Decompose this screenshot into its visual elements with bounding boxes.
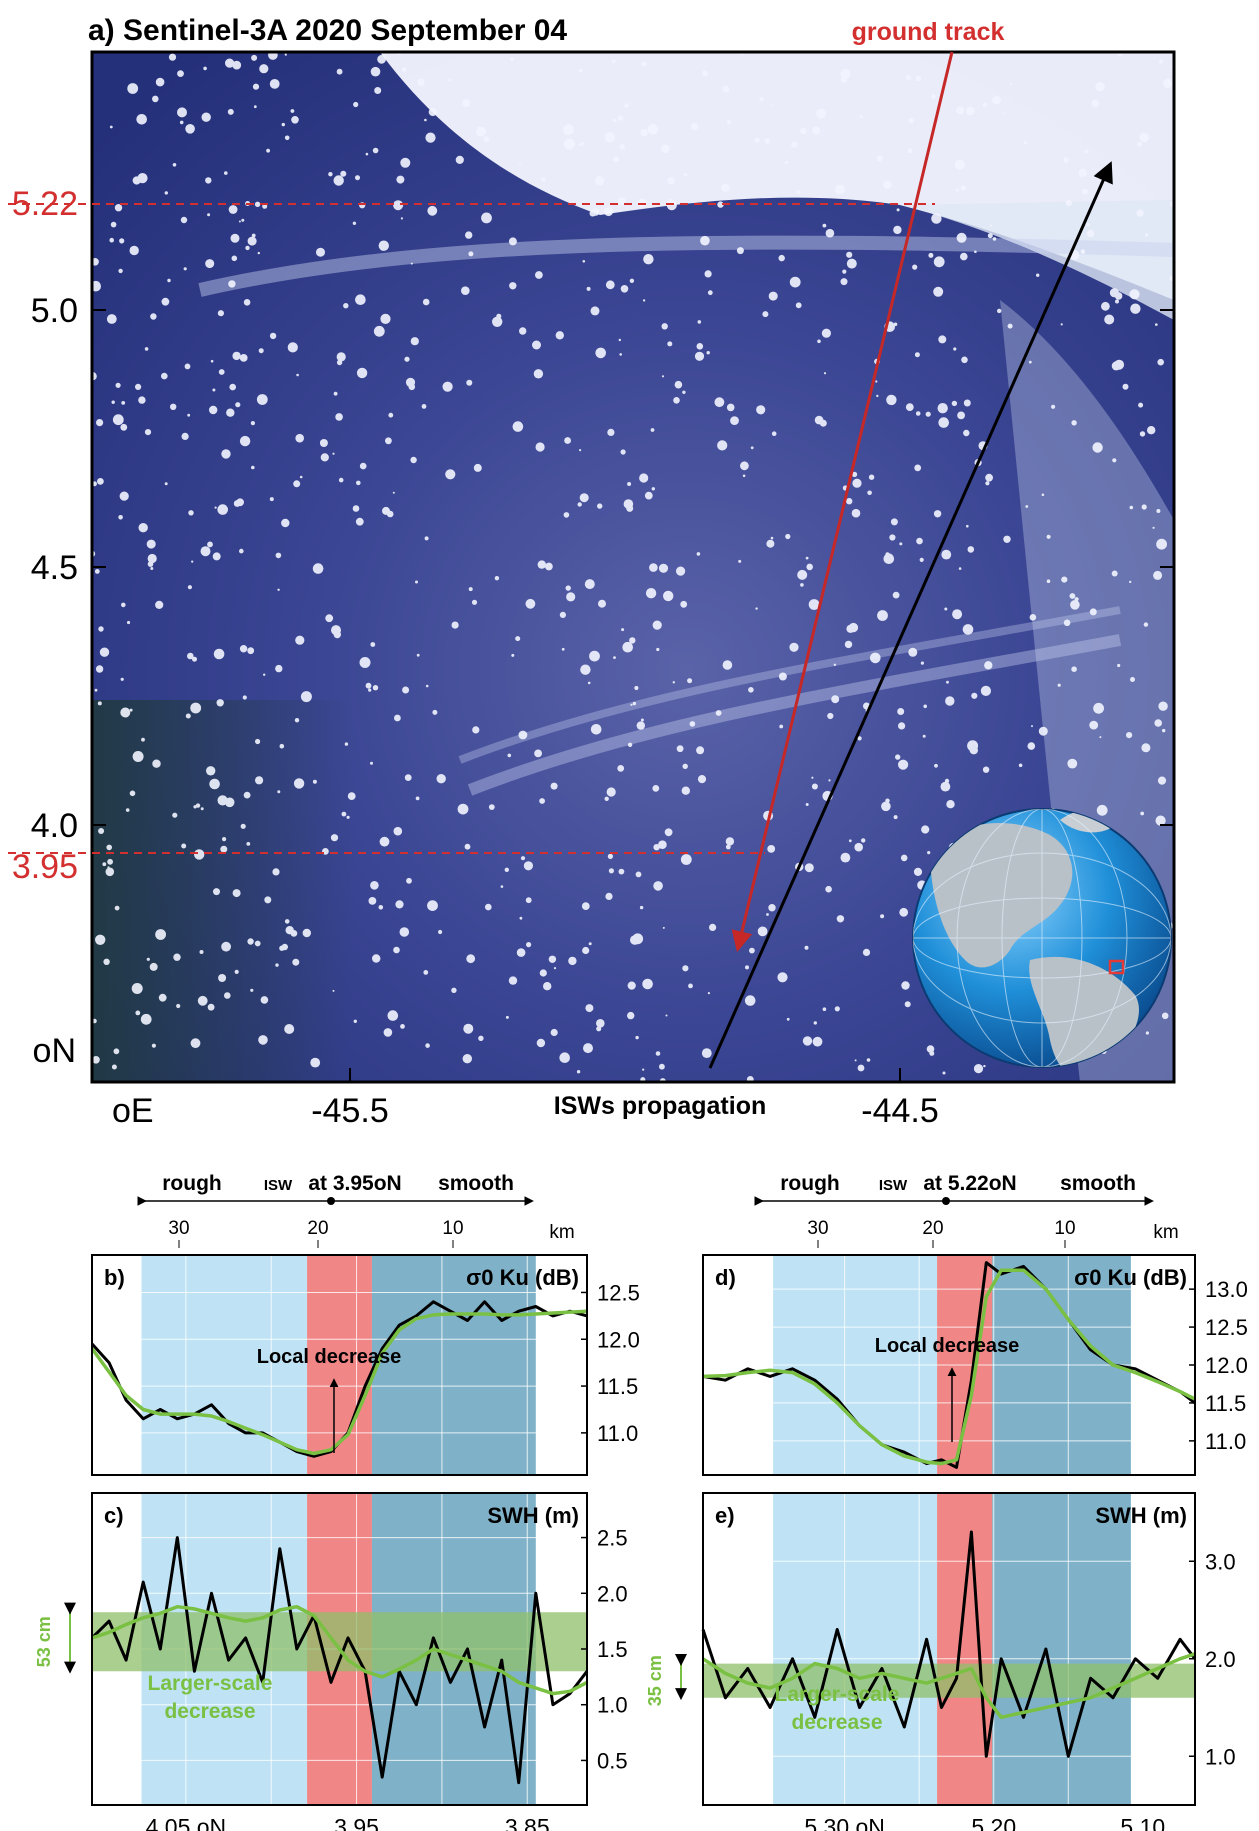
x-tick-label: 5.10 <box>1120 1814 1165 1831</box>
annotation-local-decrease: Local decrease <box>875 1335 1020 1357</box>
ground-track-arrow <box>731 51 954 953</box>
smooth-label: smooth <box>438 1172 514 1195</box>
y-tick-label: 3.0 <box>1205 1549 1236 1574</box>
y-tick-label: 2.5 <box>597 1526 628 1551</box>
x-tick-label: 3.85 <box>505 1814 550 1831</box>
lat-tick-5-0: 5.0 <box>31 292 78 330</box>
panel-title: σ0 Ku (dB) <box>466 1265 579 1290</box>
panel-a-title: a) Sentinel-3A 2020 September 04 <box>88 14 567 47</box>
panel-d-chart: 13.0 12.5 12.0 11.5 11.0 d) σ0 Ku (dB) Local de… <box>702 1254 1248 1476</box>
region-smooth <box>371 1255 536 1475</box>
y-tick-label: 11.0 <box>597 1421 638 1446</box>
region-rough <box>141 1255 308 1475</box>
series-smoothed-line <box>90 1309 588 1456</box>
km-tick-20: 20 <box>307 1218 328 1239</box>
region-rough <box>773 1493 938 1805</box>
y-tick-label: 2.0 <box>1205 1647 1236 1672</box>
km-tick-30: 30 <box>168 1218 189 1239</box>
y-tick-label: 11.5 <box>1205 1391 1246 1416</box>
rough-label: rough <box>162 1172 221 1195</box>
x-tick-label: 3.95 <box>334 1814 379 1831</box>
y-tick-label: 11.0 <box>1205 1429 1246 1454</box>
lon-unit: oE <box>112 1092 154 1130</box>
panel-frame <box>91 1254 588 1476</box>
annotation-larger-scale-decrease: decrease <box>791 1711 882 1734</box>
isw-at-label: at 3.95oN <box>308 1172 401 1195</box>
panel-label: d) <box>715 1265 736 1290</box>
band-size-label: 35 cm <box>645 1655 665 1706</box>
km-unit: km <box>1153 1222 1178 1243</box>
panel-e-chart: 3.0 2.0 1.0 e) SWH (m) Larger-scale decrease 35… <box>645 1492 1236 1831</box>
lat-tick-4-5: 4.5 <box>31 549 78 587</box>
y-tick-label: 12.0 <box>597 1327 640 1352</box>
panel-label: b) <box>104 1265 125 1290</box>
region-isw <box>937 1493 993 1805</box>
panel-label: e) <box>715 1503 735 1528</box>
y-tick-label: 12.5 <box>597 1280 640 1305</box>
lat-unit: oN <box>33 1032 76 1070</box>
header-left: rough ISW at 3.95oN smooth 30 20 10 km <box>137 1172 575 1248</box>
isw-propagation-label: ISWs propagation <box>554 1092 767 1120</box>
lat-axis: 5.22 5.0 4.5 4.0 3.95 oN <box>12 185 1174 1070</box>
region-smooth <box>992 1493 1131 1805</box>
series-smoothed-line <box>91 1604 588 1696</box>
panel-frame <box>702 1492 1196 1806</box>
panel-title: σ0 Ku (dB) <box>1074 1265 1187 1290</box>
lat-tick-5-22: 5.22 <box>12 185 78 223</box>
series-raw-line <box>90 1536 589 1785</box>
km-tick-10: 10 <box>442 1218 463 1239</box>
rough-label: rough <box>780 1172 839 1195</box>
isw-label: ISW <box>879 1177 908 1194</box>
lat-tick-4-0: 4.0 <box>31 807 78 845</box>
km-tick-30: 30 <box>807 1218 828 1239</box>
ground-track-label: ground track <box>852 18 1005 46</box>
y-tick-label: 12.0 <box>1205 1353 1248 1378</box>
header-right: rough ISW at 5.22oN smooth 30 20 10 km <box>754 1172 1179 1248</box>
series-smoothed-line <box>702 1652 1196 1720</box>
satellite-image <box>92 52 1174 1082</box>
km-tick-10: 10 <box>1054 1218 1075 1239</box>
isw-propagation-arrow <box>708 161 1113 1069</box>
x-tick-label: 5.30 oN <box>804 1814 885 1831</box>
y-tick-label: 0.5 <box>597 1748 628 1773</box>
isw-at-label: at 5.22oN <box>923 1172 1016 1195</box>
lon-tick-45-5: -45.5 <box>311 1092 389 1130</box>
km-unit: km <box>549 1222 574 1243</box>
globe-americas-icon <box>912 808 1172 1068</box>
y-tick-label: 2.0 <box>597 1581 628 1606</box>
km-tick-20: 20 <box>922 1218 943 1239</box>
lon-tick-44-5: -44.5 <box>861 1092 939 1130</box>
y-tick-label: 13.0 <box>1205 1277 1248 1302</box>
smooth-label: smooth <box>1060 1172 1136 1195</box>
y-tick-label: 1.0 <box>1205 1744 1236 1769</box>
lat-tick-3-95: 3.95 <box>12 848 78 886</box>
x-tick-label: 5.20 <box>971 1814 1016 1831</box>
annotation-larger-scale-decrease: decrease <box>164 1700 255 1723</box>
series-raw-line <box>701 1530 1197 1758</box>
annotation-larger-scale-decrease: Larger-scale <box>148 1672 273 1695</box>
panel-label: c) <box>104 1503 124 1528</box>
panel-b-chart: 12.5 12.0 11.5 11.0 b) σ0 Ku (dB) Local decrea… <box>90 1254 640 1476</box>
annotation-local-decrease: Local decrease <box>257 1346 402 1368</box>
lon-axis: oE -45.5 -44.5 ISWs propagation <box>112 1068 939 1130</box>
annotation-larger-scale-decrease: Larger-scale <box>775 1683 900 1706</box>
isw-label: ISW <box>264 1177 293 1194</box>
x-tick-label: 4.05 oN <box>146 1814 227 1831</box>
panel-c-chart: 2.5 2.0 1.5 1.0 0.5 c) SWH (m) Larger-scale decr… <box>34 1492 628 1831</box>
panel-title: SWH (m) <box>1095 1503 1187 1528</box>
panel-title: SWH (m) <box>487 1503 579 1528</box>
y-tick-label: 12.5 <box>1205 1315 1248 1340</box>
series-smoothed-line <box>702 1268 1196 1466</box>
y-tick-label: 11.5 <box>597 1374 638 1399</box>
region-isw <box>307 1255 372 1475</box>
y-tick-label: 1.5 <box>597 1637 628 1662</box>
band-size-label: 53 cm <box>34 1616 54 1667</box>
y-tick-label: 1.0 <box>597 1693 628 1718</box>
